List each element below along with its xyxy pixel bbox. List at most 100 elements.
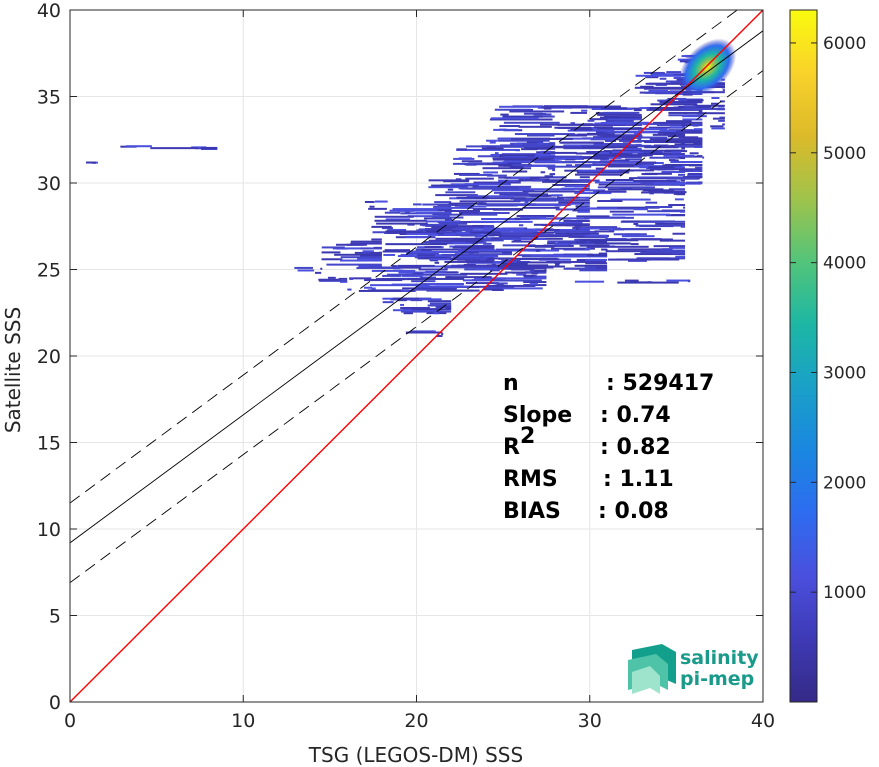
logo-line2: pi-mep bbox=[680, 668, 754, 690]
density-streak bbox=[597, 134, 642, 137]
density-streak bbox=[376, 222, 428, 225]
density-streak bbox=[668, 188, 686, 191]
density-streak bbox=[457, 258, 467, 261]
density-streak bbox=[497, 137, 514, 140]
density-streak bbox=[525, 178, 533, 181]
line-regression bbox=[70, 30, 763, 544]
density-streak bbox=[645, 76, 659, 79]
density-streak bbox=[618, 169, 654, 172]
density-streak bbox=[589, 118, 617, 121]
density-streak bbox=[555, 155, 583, 158]
density-streak bbox=[655, 83, 667, 86]
density-streak bbox=[518, 125, 552, 128]
density-streak bbox=[645, 82, 680, 85]
density-streak bbox=[581, 146, 638, 149]
density-streak bbox=[661, 171, 686, 174]
density-streak bbox=[340, 256, 382, 259]
density-streak bbox=[498, 257, 558, 260]
density-streak bbox=[509, 166, 524, 169]
density-streak bbox=[549, 258, 560, 261]
density-streak bbox=[556, 196, 580, 199]
density-streak bbox=[665, 120, 692, 123]
density-streak bbox=[549, 234, 567, 237]
density-streak bbox=[710, 125, 724, 128]
density-streak bbox=[598, 252, 608, 255]
density-streak bbox=[319, 279, 348, 282]
density-streak bbox=[605, 250, 666, 253]
density-streak bbox=[403, 312, 413, 315]
density-streak bbox=[514, 133, 575, 136]
density-streak bbox=[473, 181, 521, 184]
density-streak bbox=[489, 118, 553, 121]
density-streak bbox=[711, 127, 725, 130]
density-streak bbox=[347, 288, 352, 291]
density-streak bbox=[572, 179, 600, 182]
density-streak bbox=[646, 249, 682, 252]
density-streak bbox=[574, 280, 605, 283]
density-streak bbox=[450, 183, 511, 186]
density-streak bbox=[552, 169, 556, 172]
density-streak bbox=[672, 232, 686, 235]
density-streak bbox=[547, 167, 556, 170]
density-streak bbox=[526, 140, 544, 143]
density-streak bbox=[647, 210, 686, 213]
density-streak bbox=[483, 171, 499, 174]
density-streak bbox=[392, 208, 449, 211]
density-streak bbox=[489, 269, 500, 272]
density-streak bbox=[456, 257, 487, 260]
density-streak bbox=[702, 156, 705, 159]
density-streak bbox=[514, 199, 574, 202]
density-streak bbox=[422, 203, 452, 206]
density-streak bbox=[434, 201, 452, 204]
density-streak bbox=[566, 233, 571, 236]
density-streak bbox=[515, 188, 575, 191]
density-streak bbox=[635, 74, 681, 77]
density-streak bbox=[531, 272, 539, 275]
density-streak bbox=[429, 302, 452, 305]
density-streak bbox=[406, 252, 439, 255]
density-streak bbox=[527, 134, 555, 137]
density-streak bbox=[350, 242, 382, 245]
density-streak bbox=[450, 276, 456, 279]
density-streak bbox=[500, 249, 560, 252]
x-tick-label: 40 bbox=[751, 710, 775, 732]
density-streak bbox=[682, 93, 693, 96]
density-streak bbox=[509, 110, 565, 113]
density-streak bbox=[711, 97, 720, 100]
density-streak bbox=[679, 210, 686, 213]
density-streak bbox=[565, 158, 576, 161]
density-streak bbox=[334, 253, 379, 256]
density-streak bbox=[639, 149, 686, 152]
density-streak bbox=[523, 112, 543, 115]
density-streak bbox=[605, 119, 634, 122]
density-streak bbox=[599, 160, 642, 163]
density-streak bbox=[392, 297, 432, 300]
density-streak bbox=[557, 234, 590, 237]
stat-value: : 0.82 bbox=[600, 435, 671, 460]
density-streak bbox=[570, 122, 576, 125]
density-streak bbox=[601, 107, 628, 110]
density-streak bbox=[405, 273, 468, 276]
density-hotspot bbox=[678, 38, 737, 96]
y-tick-label: 15 bbox=[37, 433, 61, 455]
density-streak bbox=[382, 227, 393, 230]
density-streak bbox=[542, 146, 556, 149]
density-streak bbox=[578, 169, 635, 172]
density-streak bbox=[444, 224, 459, 227]
density-streak bbox=[612, 149, 642, 152]
density-streak bbox=[455, 178, 462, 181]
density-streak bbox=[385, 218, 411, 221]
stat-label: R bbox=[503, 435, 520, 460]
density-streak bbox=[527, 176, 566, 179]
density-streak bbox=[577, 180, 590, 183]
density-streak bbox=[579, 269, 608, 272]
density-streak bbox=[666, 279, 691, 282]
density-streak bbox=[418, 268, 448, 271]
density-streak bbox=[504, 160, 562, 163]
density-streak bbox=[672, 252, 686, 255]
density-streak bbox=[479, 255, 484, 258]
density-streak bbox=[648, 190, 686, 193]
density-streak bbox=[419, 223, 452, 226]
density-streak bbox=[594, 152, 633, 155]
density-streak bbox=[529, 267, 547, 270]
